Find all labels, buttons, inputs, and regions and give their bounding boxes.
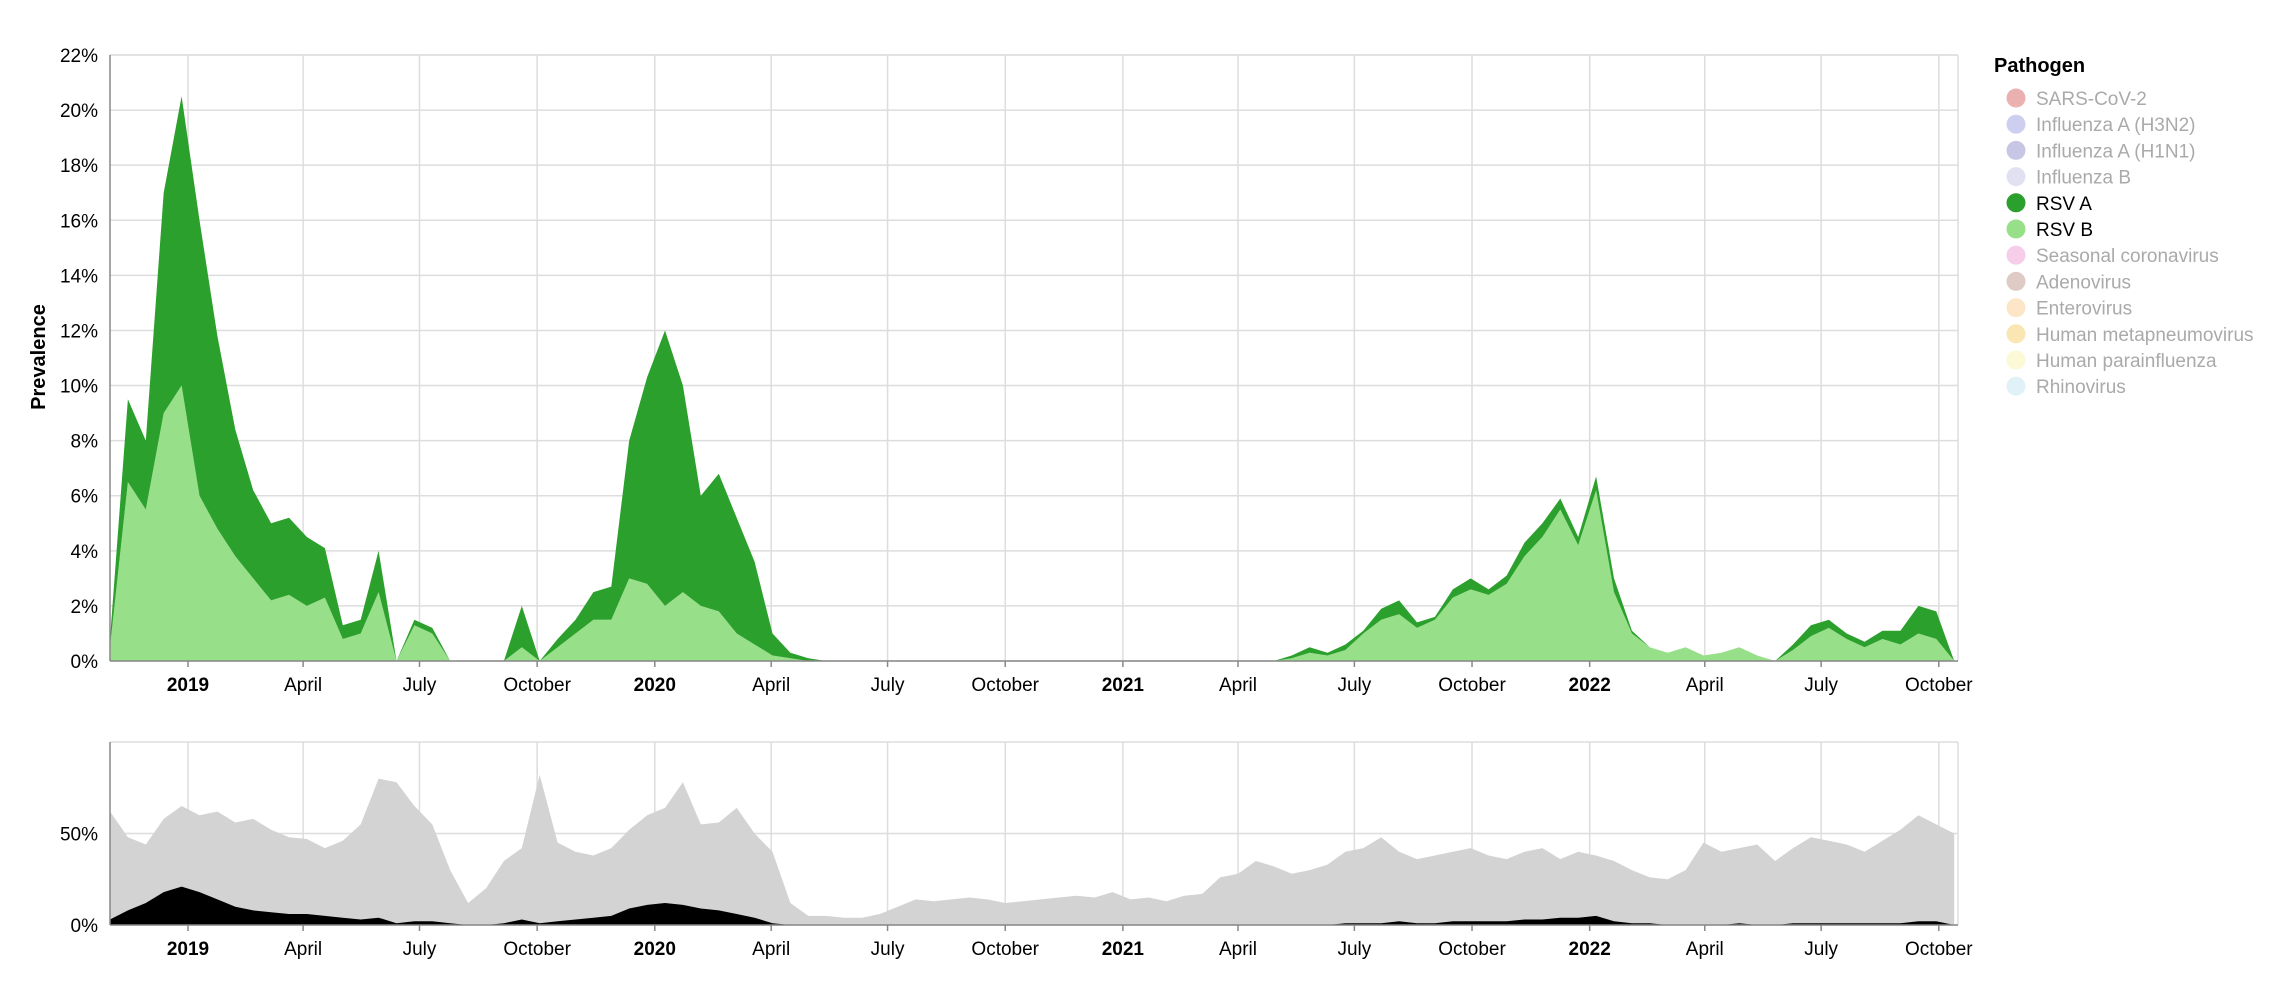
- legend-label: Seasonal coronavirus: [2036, 246, 2219, 267]
- x-tick-label: 2021: [1102, 675, 1145, 696]
- x-tick-label: April: [1686, 939, 1724, 960]
- legend-swatch: [2006, 350, 2026, 370]
- y-tick-label: 2%: [71, 597, 99, 618]
- x-tick-label: April: [752, 939, 790, 960]
- legend-label: SARS-CoV-2: [2036, 89, 2147, 110]
- legend-label: Human parainfluenza: [2036, 351, 2217, 372]
- x-tick-label: October: [971, 675, 1039, 696]
- legend-swatch: [2006, 376, 2026, 396]
- x-tick-label: July: [1337, 675, 1371, 696]
- x-tick-label: October: [1438, 675, 1506, 696]
- legend-swatch: [2006, 193, 2026, 213]
- x-tick-label: April: [1219, 675, 1257, 696]
- legend-label: Influenza A (H1N1): [2036, 141, 2195, 162]
- main-chart-grid: [110, 54, 1959, 662]
- legend-item-influenza-a-h3n2-[interactable]: Influenza A (H3N2): [2006, 114, 2196, 137]
- x-tick-label: April: [1686, 675, 1724, 696]
- x-tick-label: 2022: [1569, 939, 1611, 960]
- legend-title: Pathogen: [1994, 55, 2085, 77]
- y-tick-label: 14%: [60, 266, 98, 287]
- pathogen-legend: Pathogen SARS-CoV-2 Influenza A (H3N2) Inf…: [1994, 55, 2254, 398]
- x-tick-label: October: [503, 939, 571, 960]
- legend-item-rsv-b[interactable]: RSV B: [2006, 219, 2094, 242]
- legend-label: Adenovirus: [2036, 272, 2131, 293]
- x-tick-label: July: [403, 675, 437, 696]
- y-tick-label: 18%: [60, 156, 98, 177]
- y-tick-label: 4%: [71, 542, 99, 563]
- x-tick-label: 2020: [634, 939, 676, 960]
- x-tick-label: 2021: [1102, 939, 1145, 960]
- legend-item-rsv-a[interactable]: RSV A: [2006, 193, 2093, 215]
- legend-label: Human metapneumovirus: [2036, 325, 2254, 346]
- legend-swatch: [2006, 298, 2026, 318]
- legend-label: RSV A: [2036, 194, 2092, 215]
- legend-item-rhinovirus[interactable]: Rhinovirus: [2006, 376, 2126, 399]
- y-tick-label: 12%: [60, 321, 98, 342]
- overview-chart-axes: 0% 50% 2019 April July October 2020 April July Oc…: [60, 742, 1973, 960]
- legend-item-human-metapneumovirus[interactable]: Human metapneumovirus: [2006, 324, 2254, 346]
- area-series-1[interactable]: [110, 886, 1955, 925]
- y-tick-label: 50%: [60, 825, 98, 846]
- x-tick-label: October: [1905, 675, 1973, 696]
- legend-label: Rhinovirus: [2036, 377, 2126, 398]
- x-tick-label: April: [284, 939, 322, 960]
- area-series-0[interactable]: [110, 774, 1955, 925]
- legend-label: Influenza A (H3N2): [2036, 115, 2195, 136]
- legend-swatch: [2006, 114, 2026, 134]
- y-tick-label: 16%: [60, 211, 98, 232]
- x-tick-label: October: [1438, 939, 1506, 960]
- legend-swatch: [2006, 140, 2026, 160]
- y-tick-label: 20%: [60, 101, 98, 122]
- x-tick-label: April: [284, 675, 322, 696]
- legend-swatch: [2006, 167, 2026, 187]
- main-chart-areas: [110, 96, 1955, 662]
- legend-item-sars-cov-2[interactable]: SARS-CoV-2: [2006, 88, 2147, 111]
- x-tick-label: October: [971, 939, 1039, 960]
- y-tick-label: 0%: [71, 916, 99, 937]
- x-tick-label: July: [1337, 939, 1371, 960]
- x-tick-label: July: [1804, 939, 1838, 960]
- area-rsv-b[interactable]: [110, 385, 1955, 662]
- y-tick-label: 8%: [71, 432, 99, 453]
- legend-item-human-parainfluenza[interactable]: Human parainfluenza: [2006, 350, 2218, 373]
- y-tick-label: 0%: [71, 652, 99, 673]
- x-tick-label: 2020: [634, 675, 676, 696]
- legend-swatch: [2006, 219, 2026, 239]
- x-tick-label: 2019: [167, 675, 209, 696]
- legend-label: Enterovirus: [2036, 299, 2132, 320]
- legend-item-adenovirus[interactable]: Adenovirus: [2006, 271, 2132, 294]
- x-tick-label: July: [1804, 675, 1838, 696]
- area-rsv-a[interactable]: [110, 96, 1955, 662]
- x-tick-label: October: [1905, 939, 1973, 960]
- legend-swatch: [2006, 271, 2026, 291]
- legend-item-influenza-b[interactable]: Influenza B: [2006, 167, 2132, 189]
- legend-label: Influenza B: [2036, 168, 2131, 189]
- y-axis-title: Prevalence: [28, 304, 50, 410]
- legend-swatch: [2006, 324, 2026, 344]
- y-tick-label: 10%: [60, 377, 98, 398]
- legend-item-influenza-a-h1n1-[interactable]: Influenza A (H1N1): [2006, 140, 2196, 163]
- main-chart-axes: 0% 2% 4% 6% 8% 10% 12% 14% 16% 18% 20% 22% 2019 April…: [60, 46, 1973, 696]
- legend-swatch: [2006, 245, 2026, 265]
- x-tick-label: July: [403, 939, 437, 960]
- x-tick-label: 2022: [1569, 675, 1611, 696]
- x-tick-label: April: [752, 675, 790, 696]
- legend-item-seasonal-coronavirus[interactable]: Seasonal coronavirus: [2006, 245, 2219, 268]
- x-tick-label: July: [871, 939, 905, 960]
- legend-label: RSV B: [2036, 220, 2093, 241]
- x-tick-label: July: [871, 675, 905, 696]
- legend-swatch: [2006, 88, 2026, 108]
- x-tick-label: 2019: [167, 939, 209, 960]
- x-tick-label: April: [1219, 939, 1257, 960]
- y-tick-label: 6%: [71, 487, 99, 508]
- overview-chart-areas: [110, 774, 1955, 925]
- x-tick-label: October: [503, 675, 571, 696]
- y-tick-label: 22%: [60, 46, 98, 67]
- legend-item-enterovirus[interactable]: Enterovirus: [2006, 298, 2133, 320]
